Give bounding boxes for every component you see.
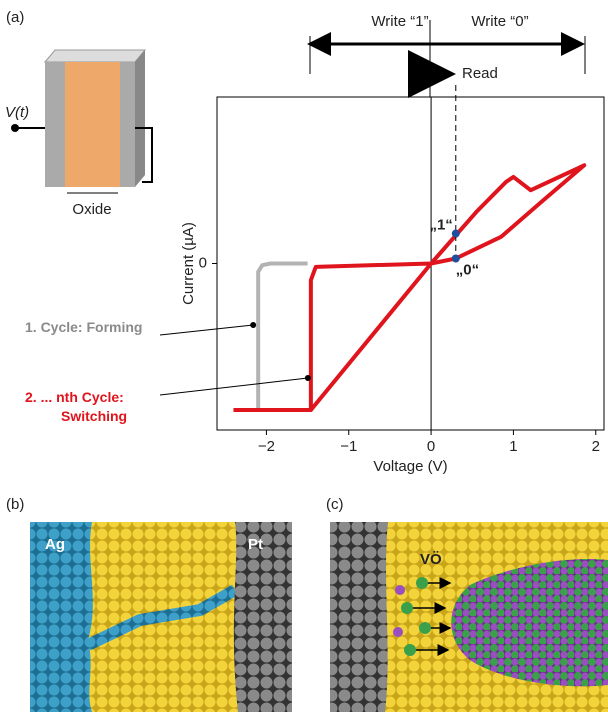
legend-dot: [250, 322, 257, 328]
legend-entry: 2. ... nth Cycle: Switching: [25, 389, 128, 424]
pt-label: Pt: [248, 536, 263, 553]
x-tick-label: 2: [592, 438, 600, 455]
x-tick-label: −2: [258, 438, 275, 455]
write0-label: Write “0”: [471, 13, 528, 30]
x-tick-label: 0: [427, 438, 435, 455]
x-tick-label: −1: [340, 438, 357, 455]
read-point: [451, 254, 460, 263]
panel-label: (a): [6, 9, 24, 26]
write1-label: Write “1”: [371, 13, 428, 30]
ag-label: Ag: [45, 536, 65, 553]
legend-dot: [304, 375, 311, 381]
vacancy-label: VÖ: [420, 551, 442, 568]
read-point: [451, 229, 460, 238]
panel-label: (c): [326, 496, 344, 513]
legend-leader: [159, 377, 308, 396]
panel-label: (b): [6, 496, 24, 513]
x-axis-label: Voltage (V): [373, 458, 447, 475]
data-line: [233, 163, 587, 413]
x-tick-label: 1: [509, 438, 517, 455]
read-point-label: „0“: [456, 261, 479, 278]
y-tick-label: 0: [199, 254, 207, 271]
data-line: [256, 261, 308, 411]
read-label: Read: [462, 65, 498, 82]
legend-entry: 1. Cycle: Forming: [25, 319, 143, 335]
vacancy-atoms: [393, 577, 431, 656]
legend-leader: [159, 324, 254, 336]
y-axis-label: Current (µA): [180, 222, 197, 305]
device-icon: [11, 49, 153, 194]
oxide-label: Oxide: [72, 201, 111, 218]
source-label: V(t): [5, 104, 29, 121]
read-point-label: „1“: [429, 216, 452, 233]
